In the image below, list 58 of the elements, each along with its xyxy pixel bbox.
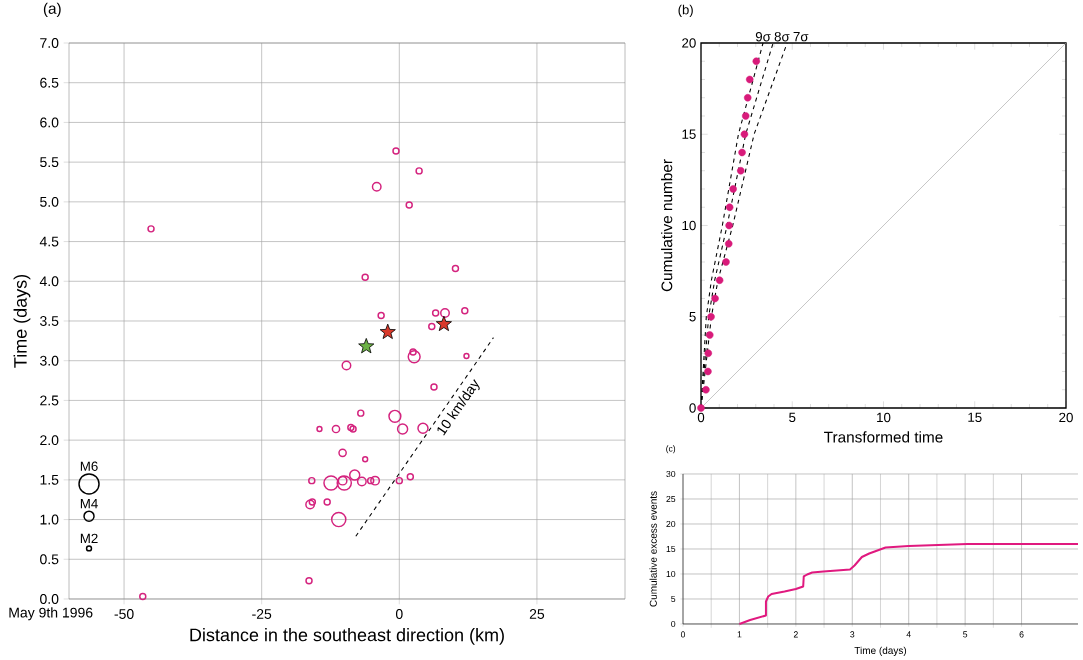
y-axis-title: Cumulative excess events [649, 491, 657, 607]
x-tick-label: 3 [850, 631, 855, 638]
y-tick-label: 10 [666, 570, 676, 578]
y-tick-label: 4.0 [39, 276, 59, 287]
y-tick-label: 2.5 [40, 395, 59, 406]
x-axis-title: Transformed time [824, 431, 943, 443]
y-tick-label: 0 [671, 620, 676, 628]
x-tick-label: 0 [697, 412, 705, 423]
y-tick-label: 15 [666, 545, 676, 553]
y-axis-title: Time (days) [13, 274, 31, 368]
x-tick-label: 5 [789, 412, 796, 422]
chart-title: (a) [43, 2, 61, 17]
x-tick-label: -25 [252, 609, 272, 619]
series-label: 7σ [793, 32, 809, 42]
x-tick-label: 20 [1059, 412, 1073, 423]
x-axis-title: Time (days) [854, 646, 907, 656]
y-tick-label: 30 [666, 470, 676, 478]
x-tick-label: 4 [906, 631, 911, 638]
y-tick-label: 25 [666, 495, 676, 503]
y-tick-label: 6.5 [40, 77, 59, 88]
y-tick-label: 20 [682, 38, 696, 48]
y-tick-label: 10 [682, 220, 696, 231]
y-tick-label: 5 [671, 595, 676, 603]
legend-label: M2 [80, 533, 98, 543]
series-label: 9σ [755, 31, 771, 42]
x-tick-label: 15 [968, 412, 982, 422]
series-label: 8σ [774, 31, 790, 42]
y-tick-label: 5.5 [40, 157, 59, 168]
y-tick-label: 0.5 [40, 554, 59, 565]
y-tick-label: 1.0 [40, 514, 59, 525]
x-axis-title: Distance in the southeast direction (km) [190, 628, 504, 645]
y-tick-label: 1.5 [40, 474, 59, 485]
y-tick-label: 0 [689, 403, 696, 413]
x-tick-label: 25 [529, 609, 545, 619]
x-tick-label: 5 [963, 631, 968, 638]
legend-label: M6 [80, 461, 98, 471]
x-tick-label: 2 [793, 631, 798, 638]
legend-label: M4 [80, 499, 98, 509]
x-tick-label: 6 [1019, 631, 1024, 638]
y-tick-label: 15 [682, 129, 696, 139]
chart-title: (b) [678, 4, 693, 17]
y-tick-label: 3.0 [40, 355, 59, 366]
y-axis-title: Cumulative number [661, 159, 673, 292]
x-tick-label: -50 [114, 609, 134, 619]
chart-title: (c) [666, 445, 676, 454]
y-tick-label: 2.0 [40, 435, 59, 446]
x-tick-label: 0 [395, 609, 403, 619]
y-tick-label: 5 [689, 312, 696, 322]
text: May 9th 1996 [9, 607, 93, 621]
y-tick-label: 0.0 [40, 594, 59, 604]
x-tick-label: 1 [737, 631, 742, 638]
x-tick-label: 10 [877, 412, 891, 423]
y-tick-label: 4.5 [39, 236, 59, 247]
y-tick-label: 20 [666, 520, 676, 528]
y-tick-label: 3.5 [40, 316, 59, 326]
y-tick-label: 6.0 [40, 117, 59, 128]
y-tick-label: 7.0 [40, 38, 59, 48]
y-tick-label: 5.0 [40, 196, 59, 207]
